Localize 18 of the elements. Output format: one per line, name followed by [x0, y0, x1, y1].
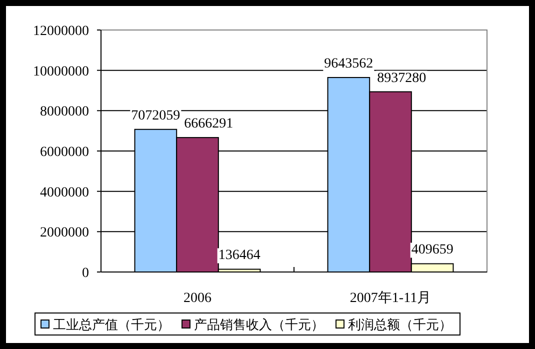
legend-label: 利润总额（千元）: [348, 317, 452, 332]
data-label: 409659: [411, 242, 454, 258]
x-tick-label: 2007年1-11月: [350, 290, 432, 306]
y-tick-label: 10000000: [33, 64, 89, 80]
y-tick-label: 4000000: [40, 185, 89, 200]
legend-label: 产品销售收入（千元）: [194, 317, 324, 332]
data-label: 8937280: [377, 70, 426, 86]
data-label: 9643562: [324, 56, 374, 72]
y-tick-label: 6000000: [40, 145, 89, 160]
y-tick-label: 8000000: [40, 104, 89, 120]
y-tick-label: 2000000: [40, 226, 89, 241]
data-label: 7072059: [131, 108, 180, 124]
y-tick-label: 12000000: [33, 24, 89, 39]
legend-label: 工业总产值（千元）: [53, 317, 170, 332]
x-tick-label: 2006: [184, 291, 212, 306]
data-label: 6666291: [184, 116, 234, 132]
data-label: 136464: [218, 248, 260, 264]
y-tick-label: 0: [82, 266, 89, 281]
